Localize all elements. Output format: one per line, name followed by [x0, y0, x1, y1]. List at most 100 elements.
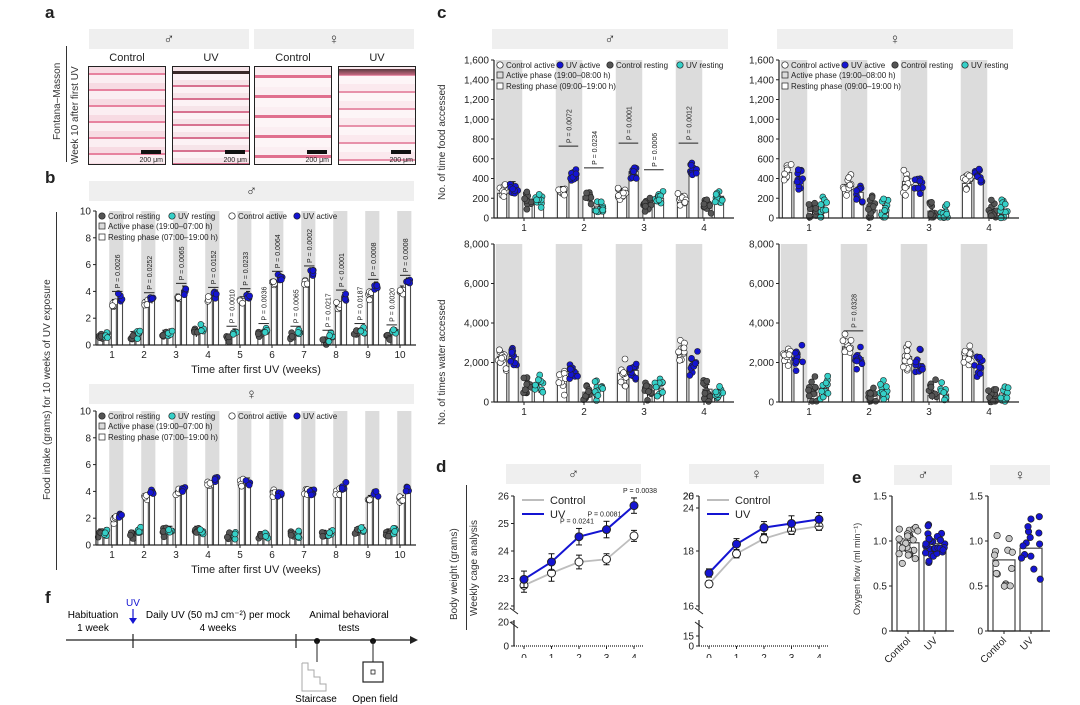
- p-value-label: P = 0.0010: [230, 289, 237, 323]
- y-tick-label: 0: [85, 341, 91, 352]
- x-tick-label: 4: [986, 407, 992, 418]
- data-point: [319, 532, 326, 540]
- data-point: [629, 531, 639, 541]
- data-point: [686, 372, 694, 379]
- bar: [270, 282, 277, 346]
- x-tick-label: 9: [365, 550, 371, 561]
- legend-marker: [98, 412, 106, 420]
- data-point: [805, 386, 812, 394]
- data-point: [681, 199, 689, 206]
- y-tick-label: 23: [498, 574, 510, 585]
- x-tick-label: 3: [173, 350, 179, 361]
- data-point: [655, 196, 663, 204]
- data-point: [794, 166, 802, 173]
- legend-marker-active-phase: [496, 71, 504, 79]
- sex-band-male-d: ♂: [506, 464, 641, 484]
- data-point: [989, 397, 997, 405]
- bar: [277, 493, 283, 546]
- data-point: [519, 574, 529, 584]
- data-point: [523, 205, 531, 213]
- data-point: [396, 287, 404, 294]
- bar: [373, 285, 379, 346]
- image-label: Control: [275, 52, 311, 64]
- data-point: [919, 365, 926, 373]
- data-point: [903, 347, 911, 354]
- p-value-label: P = 0.0026: [115, 254, 122, 288]
- data-point: [674, 190, 682, 197]
- data-point: [520, 374, 528, 382]
- y-tick-label: 1.0: [873, 537, 887, 548]
- timeline-diagram: UV Habituation 1 week Daily UV (50 mJ cm…: [66, 598, 418, 705]
- staircase-icon: [301, 662, 327, 692]
- data-point: [898, 559, 906, 567]
- x-tick-label: 1: [521, 407, 527, 418]
- data-point: [940, 389, 948, 396]
- y-tick-label: 400: [757, 174, 774, 185]
- sex-band-female-c: ♀: [777, 29, 1013, 49]
- segment-2-line1: Daily UV (50 mJ cm⁻²) per mock: [146, 610, 291, 621]
- scale-label: 200 μm: [139, 157, 164, 164]
- y-tick-label: 1,200: [749, 95, 774, 106]
- data-point: [914, 184, 922, 192]
- data-point: [691, 360, 699, 367]
- data-point: [229, 330, 237, 338]
- bar: [206, 484, 213, 546]
- legend-label: Resting phase (07:00–19:00 h): [108, 433, 218, 442]
- uv-arrow-icon: [129, 618, 137, 624]
- data-point: [620, 189, 627, 197]
- legend-marker: [168, 212, 176, 220]
- data-point: [307, 491, 315, 499]
- data-point: [870, 384, 877, 392]
- x-tick-label: 4: [701, 407, 707, 418]
- data-point: [853, 357, 861, 365]
- y-tick-label: 0: [688, 642, 694, 653]
- legend-marker: [676, 61, 684, 69]
- p-value-label: P = 0.0006: [652, 133, 659, 167]
- data-point: [992, 386, 1000, 393]
- axis-break-icon: [509, 607, 519, 615]
- data-point: [781, 170, 788, 178]
- data-point: [922, 540, 930, 548]
- data-point: [288, 333, 296, 340]
- data-point: [939, 546, 947, 554]
- bar: [270, 493, 277, 546]
- data-point: [1035, 529, 1043, 537]
- data-point: [574, 557, 584, 567]
- legend-label: Resting phase (09:00–19:00 h): [506, 82, 616, 91]
- sex-band-female-d: ♀: [689, 464, 824, 484]
- data-point: [238, 482, 245, 490]
- data-point: [843, 192, 850, 199]
- legend-marker-resting-phase: [98, 233, 106, 241]
- data-point: [533, 196, 540, 204]
- panel-a-ylabel-2: Week 10 after first UV: [70, 66, 81, 164]
- data-point: [599, 206, 607, 214]
- data-point: [792, 367, 800, 374]
- data-point: [213, 290, 220, 298]
- data-point: [960, 358, 968, 366]
- panel-b-ylabel-divider: [56, 212, 57, 570]
- data-point: [508, 349, 516, 356]
- data-point: [687, 161, 695, 169]
- bar: [149, 298, 155, 346]
- legend-label: Active phase (19:00–08:00 h): [506, 71, 611, 80]
- legend-marker: [98, 212, 106, 220]
- x-tick-label: 5: [237, 550, 243, 561]
- data-point: [333, 299, 340, 306]
- bar: [688, 171, 699, 219]
- data-point: [812, 204, 820, 212]
- legend-label: UV resting: [178, 212, 215, 221]
- data-point: [168, 327, 176, 335]
- data-point: [976, 353, 984, 361]
- p-value-label: P = 0.0252: [147, 256, 154, 290]
- data-point: [539, 388, 547, 396]
- y-tick-label: 24: [498, 547, 510, 558]
- y-tick-label: 25: [498, 519, 510, 530]
- x-tick-label: Control: [979, 635, 1010, 663]
- legend-label: UV: [550, 509, 566, 521]
- bar: [366, 498, 373, 546]
- chart-d-female: 262420181615001234ControlUVTime after fi…: [683, 492, 829, 658]
- legend-marker: [168, 412, 176, 420]
- y-tick-label: 24: [683, 504, 695, 515]
- legend-label: Active phase (19:00–08:00 h): [791, 71, 896, 80]
- melanin-layer: [173, 71, 249, 74]
